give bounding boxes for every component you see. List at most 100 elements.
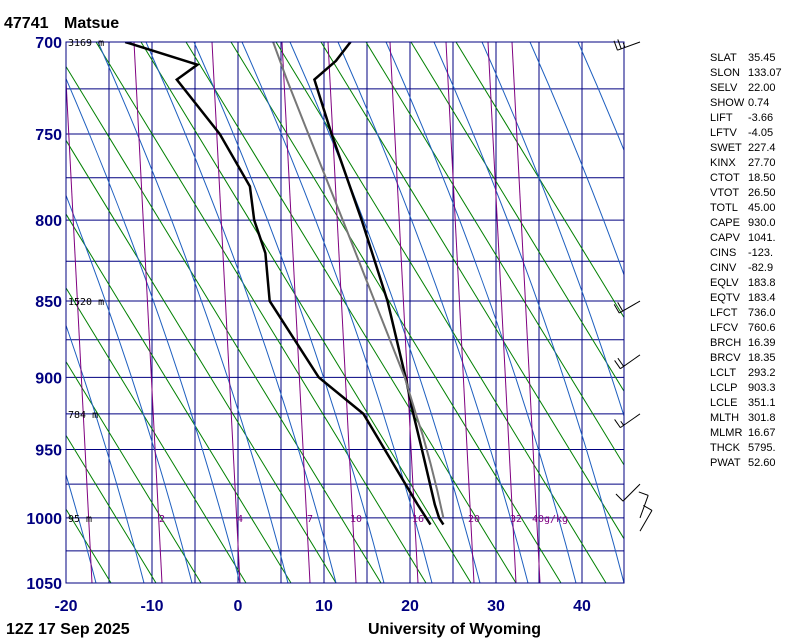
temperature-tick-label: 30 (487, 598, 505, 615)
mixing-ratio-line (211, 42, 241, 583)
pressure-axis-labels: 700 750 800 850 900 950 1000 1050 (26, 35, 62, 593)
height-label: 3169 m (68, 38, 104, 49)
index-value: 293.2 (748, 367, 776, 379)
moist-adiabat-line (66, 77, 241, 583)
wind-barb-feather (614, 419, 621, 428)
dry-adiabat-line (66, 582, 67, 583)
moist-adiabat-line (66, 193, 193, 583)
observation-time: 12Z 17 Sep 2025 (6, 621, 130, 638)
index-name: SHOW (710, 97, 745, 109)
mixing-ratio-label: 7 (307, 514, 313, 525)
data-source: University of Wyoming (368, 621, 541, 638)
index-value: 930.0 (748, 217, 776, 229)
index-name: PWAT (710, 457, 741, 469)
mixing-ratio-labels: 2 4 7 10 16 20 32 40g/kg (159, 514, 568, 525)
moist-adiabat-line (337, 42, 529, 583)
index-value: 18.50 (748, 172, 776, 184)
index-value: 351.1 (748, 397, 776, 409)
wind-barbs (613, 39, 653, 532)
index-value: 1041. (748, 232, 776, 244)
wind-barb-staff (620, 354, 641, 370)
wind-barb-feather (638, 491, 649, 496)
pressure-tick-label: 750 (35, 127, 62, 144)
index-name: SWET (710, 142, 742, 154)
index-value: 16.39 (748, 337, 776, 349)
sounding-profiles (124, 42, 445, 526)
height-labels: 3169 m 1520 m 784 m 95 m (68, 38, 104, 525)
mixing-ratio-label: 16 (412, 514, 424, 525)
wind-barb-feather (614, 360, 621, 369)
temperature-tick-label: 40 (573, 598, 591, 615)
plot-frame (65, 41, 625, 584)
wind-barb (615, 483, 641, 502)
temperature-tick-label: -20 (54, 598, 77, 615)
dry-adiabat-line (66, 213, 292, 583)
dry-adiabat-line (410, 42, 624, 393)
index-name: CINV (710, 262, 737, 274)
index-name: EQTV (710, 292, 741, 304)
index-value: 45.00 (748, 202, 776, 214)
wind-barb-feather (643, 504, 653, 511)
wind-barb (639, 504, 653, 532)
adiabat-lines (66, 42, 624, 583)
dry-adiabat-line (66, 286, 247, 583)
dry-adiabat-line (66, 65, 382, 583)
index-value: 35.45 (748, 52, 776, 64)
temperature-axis-labels: -20 -10 0 10 20 30 40 (54, 598, 591, 615)
index-value: 183.8 (748, 277, 776, 289)
moist-adiabat-line (385, 42, 577, 583)
mixing-ratio-line (487, 42, 517, 583)
pressure-tick-label: 800 (35, 213, 62, 230)
index-value: 760.6 (748, 322, 776, 334)
index-name: EQLV (710, 277, 739, 289)
mixing-ratio-line (389, 42, 419, 583)
moist-adiabat-line (289, 42, 481, 583)
index-value: 5795. (748, 442, 776, 454)
moist-adiabat-line (433, 42, 624, 583)
dry-adiabat-line (230, 42, 562, 583)
index-name: LFCV (710, 322, 739, 334)
pressure-tick-label: 1000 (26, 511, 62, 528)
index-name: CTOT (710, 172, 740, 184)
dry-adiabat-line (66, 360, 202, 583)
moist-adiabat-line (241, 42, 433, 583)
mixing-ratio-label: 32 (510, 514, 522, 525)
mixing-ratio-label: 40g/kg (532, 514, 568, 525)
wind-barb-feather (617, 357, 625, 367)
dry-adiabat-line (95, 42, 427, 583)
index-value: 903.3 (748, 382, 776, 394)
station-id: 47741 (4, 15, 49, 32)
moist-adiabat-line (481, 42, 624, 418)
index-name: SELV (710, 82, 738, 94)
index-value: 22.00 (748, 82, 776, 94)
mixing-ratio-line (511, 42, 541, 583)
index-value: 27.70 (748, 157, 776, 169)
pressure-tick-label: 850 (35, 294, 62, 311)
wind-barb-feather (615, 493, 624, 502)
wind-barb (638, 491, 649, 519)
mixing-ratio-line (66, 70, 93, 583)
wind-barb (613, 300, 641, 314)
index-name: THCK (710, 442, 741, 454)
index-name: SLAT (710, 52, 737, 64)
mixing-ratio-label: 10 (350, 514, 362, 525)
dry-adiabat-line (185, 42, 517, 583)
height-label: 784 m (68, 410, 98, 421)
wind-barb (614, 354, 641, 370)
wind-barb-staff (620, 413, 641, 429)
height-label: 1520 m (68, 297, 104, 308)
temperature-tick-label: 10 (315, 598, 333, 615)
moist-adiabat-line (577, 42, 624, 152)
index-name: LIFT (710, 112, 733, 124)
wind-barb-feather (622, 42, 626, 48)
index-value: -82.9 (748, 262, 773, 274)
index-value: -123. (748, 247, 773, 259)
moist-adiabat-line (529, 42, 624, 277)
mixing-ratio-line (281, 42, 311, 583)
mixing-ratio-line (445, 42, 475, 583)
dry-adiabat-line (275, 42, 607, 583)
index-name: LCLE (710, 397, 738, 409)
station-name: Matsue (64, 15, 119, 32)
